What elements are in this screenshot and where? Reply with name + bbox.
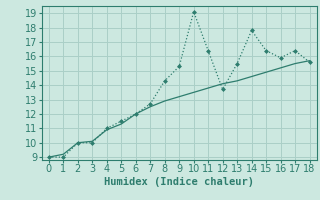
- X-axis label: Humidex (Indice chaleur): Humidex (Indice chaleur): [104, 177, 254, 187]
